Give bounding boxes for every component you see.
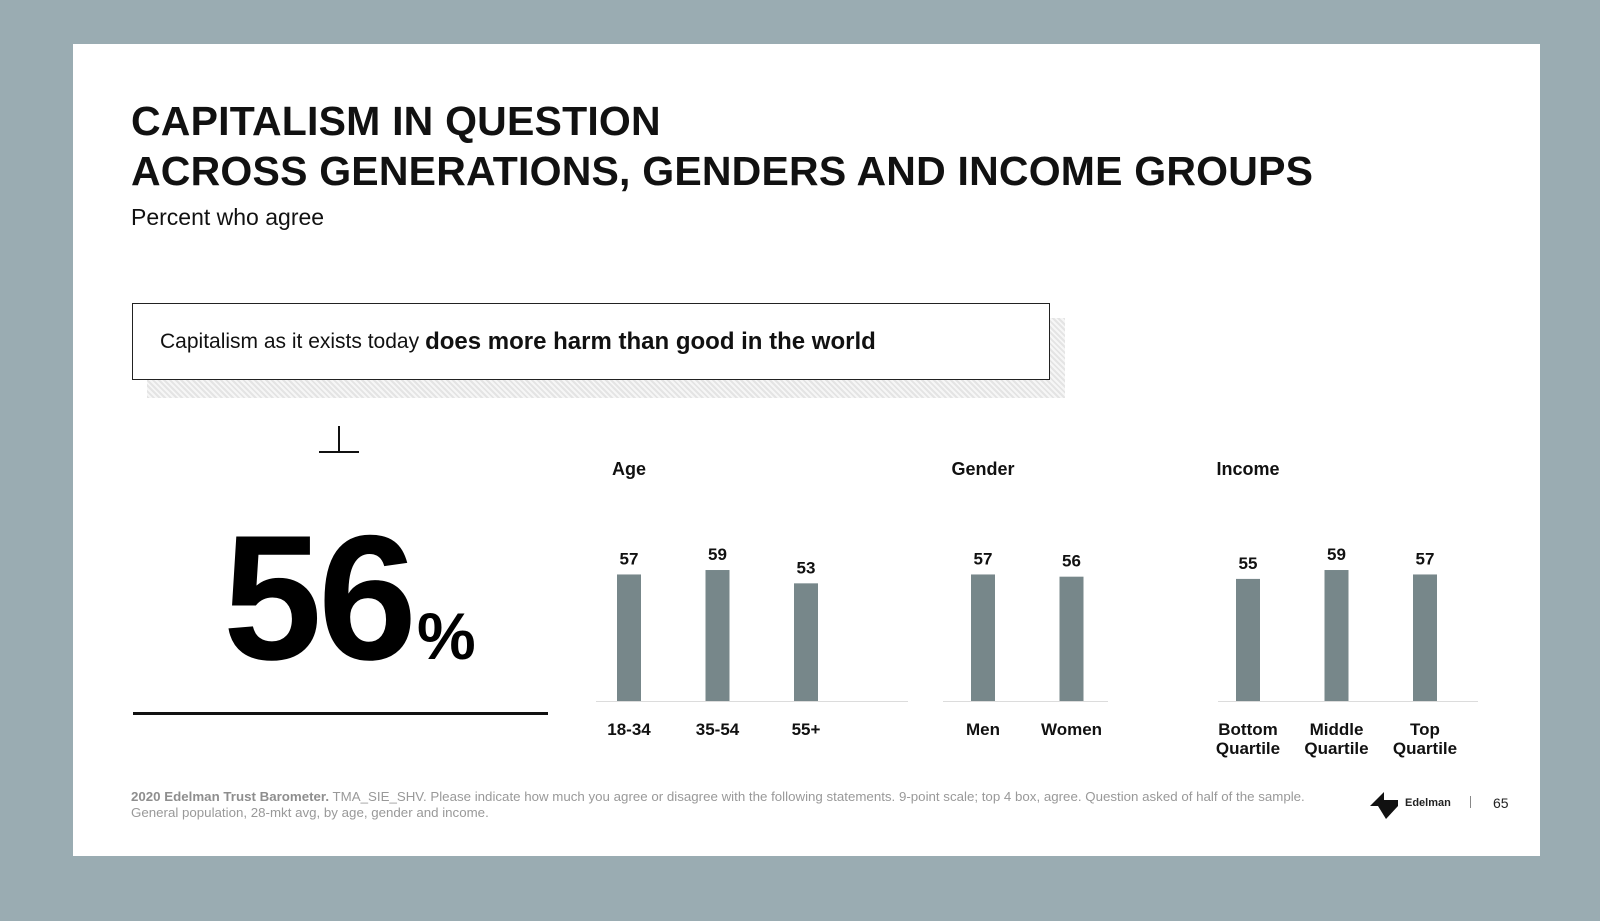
slide-title: CAPITALISM IN QUESTION ACROSS GENERATION…	[131, 96, 1313, 196]
bar-value-label: 57	[974, 549, 993, 568]
bar	[794, 583, 818, 701]
question-bold-text: does more harm than good in the world	[425, 327, 876, 355]
bar-value-label: 57	[620, 549, 639, 568]
slide: CAPITALISM IN QUESTION ACROSS GENERATION…	[73, 44, 1540, 856]
title-line-2: ACROSS GENERATIONS, GENDERS AND INCOME G…	[131, 148, 1314, 194]
footnote: 2020 Edelman Trust Barometer. TMA_SIE_SH…	[131, 789, 1311, 821]
category-label: Bottom Quartile	[1216, 720, 1280, 758]
brand-logo-text: Edelman	[1405, 797, 1451, 809]
headline-stat: 56%	[223, 509, 476, 687]
category-label: Women	[1041, 720, 1102, 739]
category-label: 35-54	[696, 720, 740, 739]
bar-chart: Age 57 18-34 59 35-54 53 55+ Gender 57 Men 56 Women…	[596, 459, 1478, 758]
perpendicular-icon	[319, 426, 359, 453]
edelman-logo-icon	[1370, 792, 1398, 819]
bar-value-label: 59	[1327, 545, 1346, 564]
bar-value-label: 56	[1062, 552, 1081, 571]
group-label: Gender	[951, 459, 1014, 479]
headline-unit: %	[417, 599, 476, 673]
bar	[617, 574, 641, 701]
bar-value-label: 55	[1239, 554, 1258, 573]
bar-value-label: 57	[1416, 549, 1435, 568]
bar	[1413, 574, 1437, 701]
category-label: 55+	[792, 720, 821, 739]
page-separator	[1470, 796, 1471, 808]
bar	[1059, 576, 1084, 701]
group-label: Age	[612, 459, 646, 479]
bar-value-label: 59	[708, 545, 727, 564]
footnote-text: TMA_SIE_SHV. Please indicate how much yo…	[131, 789, 1305, 820]
bar	[1236, 578, 1260, 701]
category-label: Top Quartile	[1393, 720, 1457, 758]
title-line-1: CAPITALISM IN QUESTION	[131, 98, 661, 144]
headline-underline	[133, 712, 548, 715]
category-label: Men	[966, 720, 1000, 739]
group-label: Income	[1216, 459, 1279, 479]
question-box: Capitalism as it exists today does more …	[132, 303, 1050, 380]
bar	[705, 570, 730, 701]
category-label: Middle Quartile	[1304, 720, 1368, 758]
slide-subtitle: Percent who agree	[131, 204, 325, 230]
footnote-source: 2020 Edelman Trust Barometer.	[131, 789, 330, 804]
bar	[1324, 570, 1349, 701]
bar	[971, 574, 995, 701]
bar-value-label: 53	[797, 558, 816, 577]
category-label: 18-34	[607, 720, 651, 739]
page-number: 65	[1493, 795, 1509, 811]
headline-value: 56	[223, 498, 417, 697]
question-regular-text: Capitalism as it exists today	[160, 329, 420, 353]
